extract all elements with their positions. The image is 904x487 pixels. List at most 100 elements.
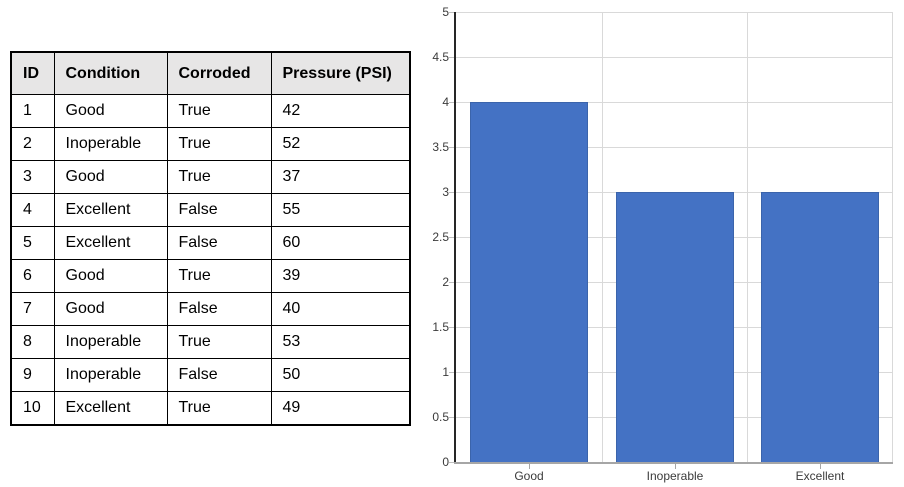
cell-condition: Inoperable — [53, 127, 168, 161]
cell-pressure: 53 — [270, 325, 411, 359]
cell-id: 7 — [10, 292, 55, 326]
y-tick-mark — [449, 462, 454, 463]
y-tick-label: 1.5 — [432, 320, 449, 334]
cell-id: 5 — [10, 226, 55, 260]
y-tick-label: 0 — [442, 455, 449, 469]
cell-pressure: 40 — [270, 292, 411, 326]
cell-pressure: 60 — [270, 226, 411, 260]
y-tick-mark — [449, 372, 454, 373]
x-category-label: Inoperable — [646, 469, 704, 483]
y-tick-label: 2 — [442, 275, 449, 289]
cell-condition: Excellent — [53, 193, 168, 227]
cell-condition: Excellent — [53, 226, 168, 260]
x-axis-labels: Good Inoperable Excellent — [456, 469, 893, 485]
cell-condition: Inoperable — [53, 358, 168, 392]
column-header-pressure: Pressure (PSI) — [270, 51, 411, 95]
cell-corroded: True — [166, 325, 272, 359]
cell-corroded: False — [166, 358, 272, 392]
bar-chart: 0 0.5 1 1.5 2 2.5 3 3.5 4 4.5 5 Good Inoperable Exce… — [420, 0, 904, 487]
cell-corroded: True — [166, 127, 272, 161]
bar-inoperable — [616, 192, 734, 462]
cell-condition: Inoperable — [53, 325, 168, 359]
cell-pressure: 49 — [270, 391, 411, 426]
y-tick-label: 3 — [442, 185, 449, 199]
table-row: 5 Excellent False 60 — [10, 226, 411, 260]
cell-id: 8 — [10, 325, 55, 359]
table-header-row: ID Condition Corroded Pressure (PSI) — [10, 51, 411, 95]
cell-id: 9 — [10, 358, 55, 392]
bar-good — [470, 102, 588, 462]
cell-corroded: False — [166, 226, 272, 260]
cell-id: 6 — [10, 259, 55, 293]
cell-pressure: 50 — [270, 358, 411, 392]
cell-condition: Good — [53, 160, 168, 194]
gridline-horizontal — [456, 147, 893, 148]
y-axis-line — [454, 12, 456, 464]
y-tick-label: 4.5 — [432, 50, 449, 64]
y-tick-label: 0.5 — [432, 410, 449, 424]
table-row: 6 Good True 39 — [10, 259, 411, 293]
y-tick-label: 1 — [442, 365, 449, 379]
y-tick-mark — [449, 192, 454, 193]
gridline-vertical — [747, 12, 748, 462]
y-tick-mark — [449, 417, 454, 418]
table-row: 1 Good True 42 — [10, 94, 411, 128]
cell-id: 1 — [10, 94, 55, 128]
bar-excellent — [761, 192, 879, 462]
x-tick-mark — [820, 464, 821, 469]
table-row: 8 Inoperable True 53 — [10, 325, 411, 359]
y-tick-mark — [449, 237, 454, 238]
pipes-table: ID Condition Corroded Pressure (PSI) 1 G… — [10, 51, 411, 426]
y-tick-mark — [449, 282, 454, 283]
y-tick-mark — [449, 102, 454, 103]
y-tick-mark — [449, 12, 454, 13]
y-tick-mark — [449, 147, 454, 148]
cell-pressure: 39 — [270, 259, 411, 293]
table-row: 3 Good True 37 — [10, 160, 411, 194]
cell-id: 2 — [10, 127, 55, 161]
y-tick-label: 4 — [442, 95, 449, 109]
cell-condition: Good — [53, 259, 168, 293]
gridline-horizontal — [456, 12, 893, 13]
cell-corroded: False — [166, 193, 272, 227]
cell-condition: Good — [53, 94, 168, 128]
table-row: 7 Good False 40 — [10, 292, 411, 326]
x-category-label: Good — [514, 469, 544, 483]
cell-pressure: 52 — [270, 127, 411, 161]
gridline-vertical — [602, 12, 603, 462]
table-row: 10 Excellent True 49 — [10, 391, 411, 426]
cell-id: 4 — [10, 193, 55, 227]
cell-corroded: True — [166, 391, 272, 426]
cell-pressure: 55 — [270, 193, 411, 227]
column-header-condition: Condition — [53, 51, 168, 95]
x-axis-line — [454, 462, 893, 464]
cell-pressure: 37 — [270, 160, 411, 194]
x-tick-mark — [675, 464, 676, 469]
x-category-label: Excellent — [795, 469, 845, 483]
cell-id: 10 — [10, 391, 55, 426]
y-tick-label: 3.5 — [432, 140, 449, 154]
y-axis-labels: 0 0.5 1 1.5 2 2.5 3 3.5 4 4.5 5 — [420, 0, 449, 487]
table-row: 2 Inoperable True 52 — [10, 127, 411, 161]
cell-corroded: True — [166, 94, 272, 128]
gridline-horizontal — [456, 57, 893, 58]
cell-id: 3 — [10, 160, 55, 194]
cell-corroded: False — [166, 292, 272, 326]
y-tick-label: 5 — [442, 5, 449, 19]
cell-corroded: True — [166, 259, 272, 293]
table-row: 4 Excellent False 55 — [10, 193, 411, 227]
cell-corroded: True — [166, 160, 272, 194]
table-row: 9 Inoperable False 50 — [10, 358, 411, 392]
gridline-vertical — [892, 12, 893, 462]
column-header-corroded: Corroded — [166, 51, 272, 95]
y-tick-mark — [449, 327, 454, 328]
gridline-horizontal — [456, 102, 893, 103]
cell-condition: Excellent — [53, 391, 168, 426]
y-tick-label: 2.5 — [432, 230, 449, 244]
column-header-id: ID — [10, 51, 55, 95]
y-tick-mark — [449, 57, 454, 58]
cell-pressure: 42 — [270, 94, 411, 128]
cell-condition: Good — [53, 292, 168, 326]
x-tick-mark — [529, 464, 530, 469]
